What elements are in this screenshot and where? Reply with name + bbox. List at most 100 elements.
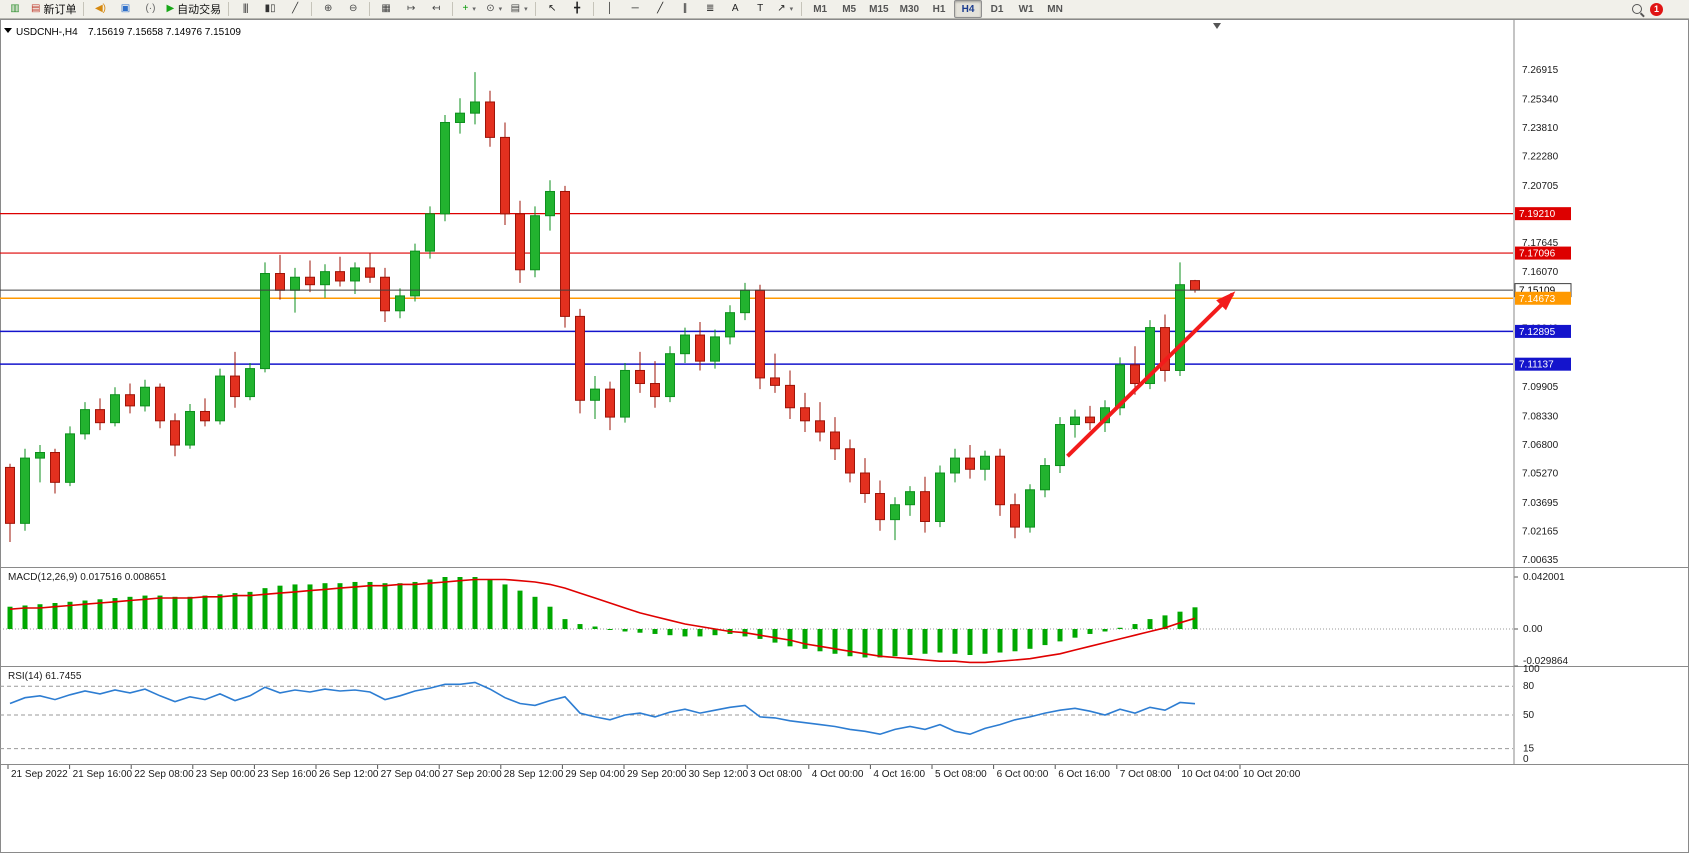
indicators-icon: +	[462, 3, 469, 14]
macd-axis-label: 0.00	[1523, 624, 1543, 635]
line-chart-button[interactable]: ╱	[283, 0, 307, 18]
price-tick-label: 7.05270	[1522, 469, 1559, 480]
candle-down	[965, 457, 975, 470]
candle-down	[170, 420, 180, 446]
templates-dropdown-icon[interactable]: ▾	[524, 6, 528, 13]
autotrading-button[interactable]: ▶ 自动交易	[163, 0, 224, 18]
candle-up	[1025, 489, 1035, 528]
macd-histogram-bar	[172, 596, 178, 629]
macd-histogram-bar	[757, 629, 763, 639]
candle-up	[455, 112, 465, 123]
timeframe-d1-button[interactable]: D1	[990, 3, 1004, 15]
macd-histogram-bar	[382, 583, 388, 629]
candle-down	[365, 267, 375, 278]
macd-histogram-bar	[937, 629, 943, 653]
chart-window-button[interactable]: ▣	[113, 0, 137, 18]
price-tag	[1515, 357, 1571, 371]
price-tick-label: 7.02165	[1522, 526, 1559, 537]
candle-up	[215, 375, 225, 422]
macd-histogram-bar	[502, 584, 508, 629]
new-order-button[interactable]: ▤ 新订单	[28, 0, 79, 18]
alert-sound-button[interactable]: ◀)	[88, 0, 112, 18]
macd-histogram-bar	[472, 577, 478, 629]
candle-down	[995, 455, 1005, 506]
candle-up	[590, 388, 600, 401]
horizontal-line-button[interactable]: ─	[623, 0, 647, 18]
macd-histogram-bar	[1162, 615, 1168, 629]
candle-down	[605, 388, 615, 418]
arrows-button[interactable]: ↗ ▾	[773, 0, 797, 18]
chart-shift-button[interactable]: ↤	[424, 0, 448, 18]
macd-histogram-bar	[787, 629, 793, 647]
time-label: 29 Sep 20:00	[627, 769, 687, 780]
tile-windows-button[interactable]: ▦	[374, 0, 398, 18]
timeframe-h1-button[interactable]: H1	[932, 3, 946, 15]
macd-histogram-bar	[202, 595, 208, 629]
chart-shift-marker[interactable]	[1213, 23, 1221, 29]
candle-up	[440, 121, 450, 215]
signal-button[interactable]: (·)	[138, 0, 162, 18]
auto-scroll-button[interactable]: ↦	[399, 0, 423, 18]
macd-histogram-bar	[547, 606, 553, 629]
candlestick-chart-button[interactable]: ▮▯	[258, 0, 282, 18]
price-tick-label: 7.08330	[1522, 412, 1559, 423]
vertical-line-button[interactable]: │	[598, 0, 622, 18]
text-label-button[interactable]: T	[748, 0, 772, 18]
timeframe-h4-button[interactable]: H4	[954, 0, 983, 18]
timeframe-m1-button[interactable]: M1	[813, 3, 828, 15]
symbol-dropdown-icon[interactable]	[4, 28, 12, 33]
candle-up	[740, 289, 750, 314]
rsi-line	[9, 681, 1196, 736]
time-label: 22 Sep 08:00	[134, 769, 194, 780]
indicators-button[interactable]: + ▾	[457, 0, 481, 18]
periods-dropdown-icon[interactable]: ▾	[498, 6, 503, 13]
indicators-dropdown-icon[interactable]: ▾	[472, 6, 476, 13]
timeframe-m30-button[interactable]: M30	[899, 3, 920, 15]
fibonacci-button[interactable]: ≣	[698, 0, 722, 18]
trend-arrow[interactable]	[1066, 292, 1234, 458]
macd-histogram-bar	[592, 626, 598, 629]
macd-histogram-bar	[667, 629, 673, 636]
toolbar-separator	[311, 2, 313, 16]
cursor-button[interactable]: ↖	[540, 0, 564, 18]
price-tag	[1515, 324, 1571, 338]
timeframe-mn-button[interactable]: MN	[1047, 3, 1063, 15]
equidistant-channel-button[interactable]: ∥	[673, 0, 697, 18]
candle-up	[35, 452, 45, 459]
notification-badge[interactable]: 1	[1650, 2, 1663, 16]
macd-histogram-bar	[892, 629, 898, 657]
macd-histogram-bar	[832, 629, 838, 654]
timeframe-w1-button[interactable]: W1	[1018, 3, 1034, 15]
candle-up	[620, 369, 630, 418]
arrows-dropdown-icon[interactable]: ▾	[789, 6, 794, 13]
candle-up	[350, 267, 360, 282]
zoom-out-button[interactable]: ⊖	[341, 0, 365, 18]
bar-chart-button[interactable]: |||	[233, 0, 257, 18]
macd-histogram-bar	[292, 584, 298, 629]
chart-window-icon: ▣	[120, 3, 131, 14]
search-button[interactable]	[1625, 0, 1649, 18]
chart-canvas[interactable]: USDCNH-,H4 7.15619 7.15658 7.14976 7.1510…	[0, 19, 1689, 853]
timeframe-m5-button[interactable]: M5	[842, 3, 857, 15]
macd-histogram-bar	[712, 629, 718, 636]
macd-histogram-bar	[442, 577, 448, 629]
text-icon: A	[731, 3, 739, 14]
candle-down	[125, 394, 135, 407]
templates-button[interactable]: ▤ ▾	[507, 0, 531, 18]
price-tag-label: 7.12895	[1519, 327, 1556, 338]
macd-histogram-bar	[397, 583, 403, 629]
trendline-button[interactable]: ╱	[648, 0, 672, 18]
new-chart-button[interactable]: ▥	[3, 0, 27, 18]
macd-histogram-bar	[802, 629, 808, 649]
price-tick-label: 7.16070	[1522, 267, 1559, 278]
macd-histogram-bar	[67, 601, 73, 629]
candle-up	[890, 504, 900, 521]
timeframe-m15-button[interactable]: M15	[869, 3, 889, 15]
macd-histogram-bar	[772, 629, 778, 643]
crosshair-button[interactable]: ╋	[565, 0, 589, 18]
periods-button[interactable]: ⊙ ▾	[482, 0, 506, 18]
zoom-in-button[interactable]: ⊕	[316, 0, 340, 18]
text-button[interactable]: A	[723, 0, 747, 18]
candle-up	[545, 190, 555, 217]
macd-histogram-bar	[997, 629, 1003, 653]
